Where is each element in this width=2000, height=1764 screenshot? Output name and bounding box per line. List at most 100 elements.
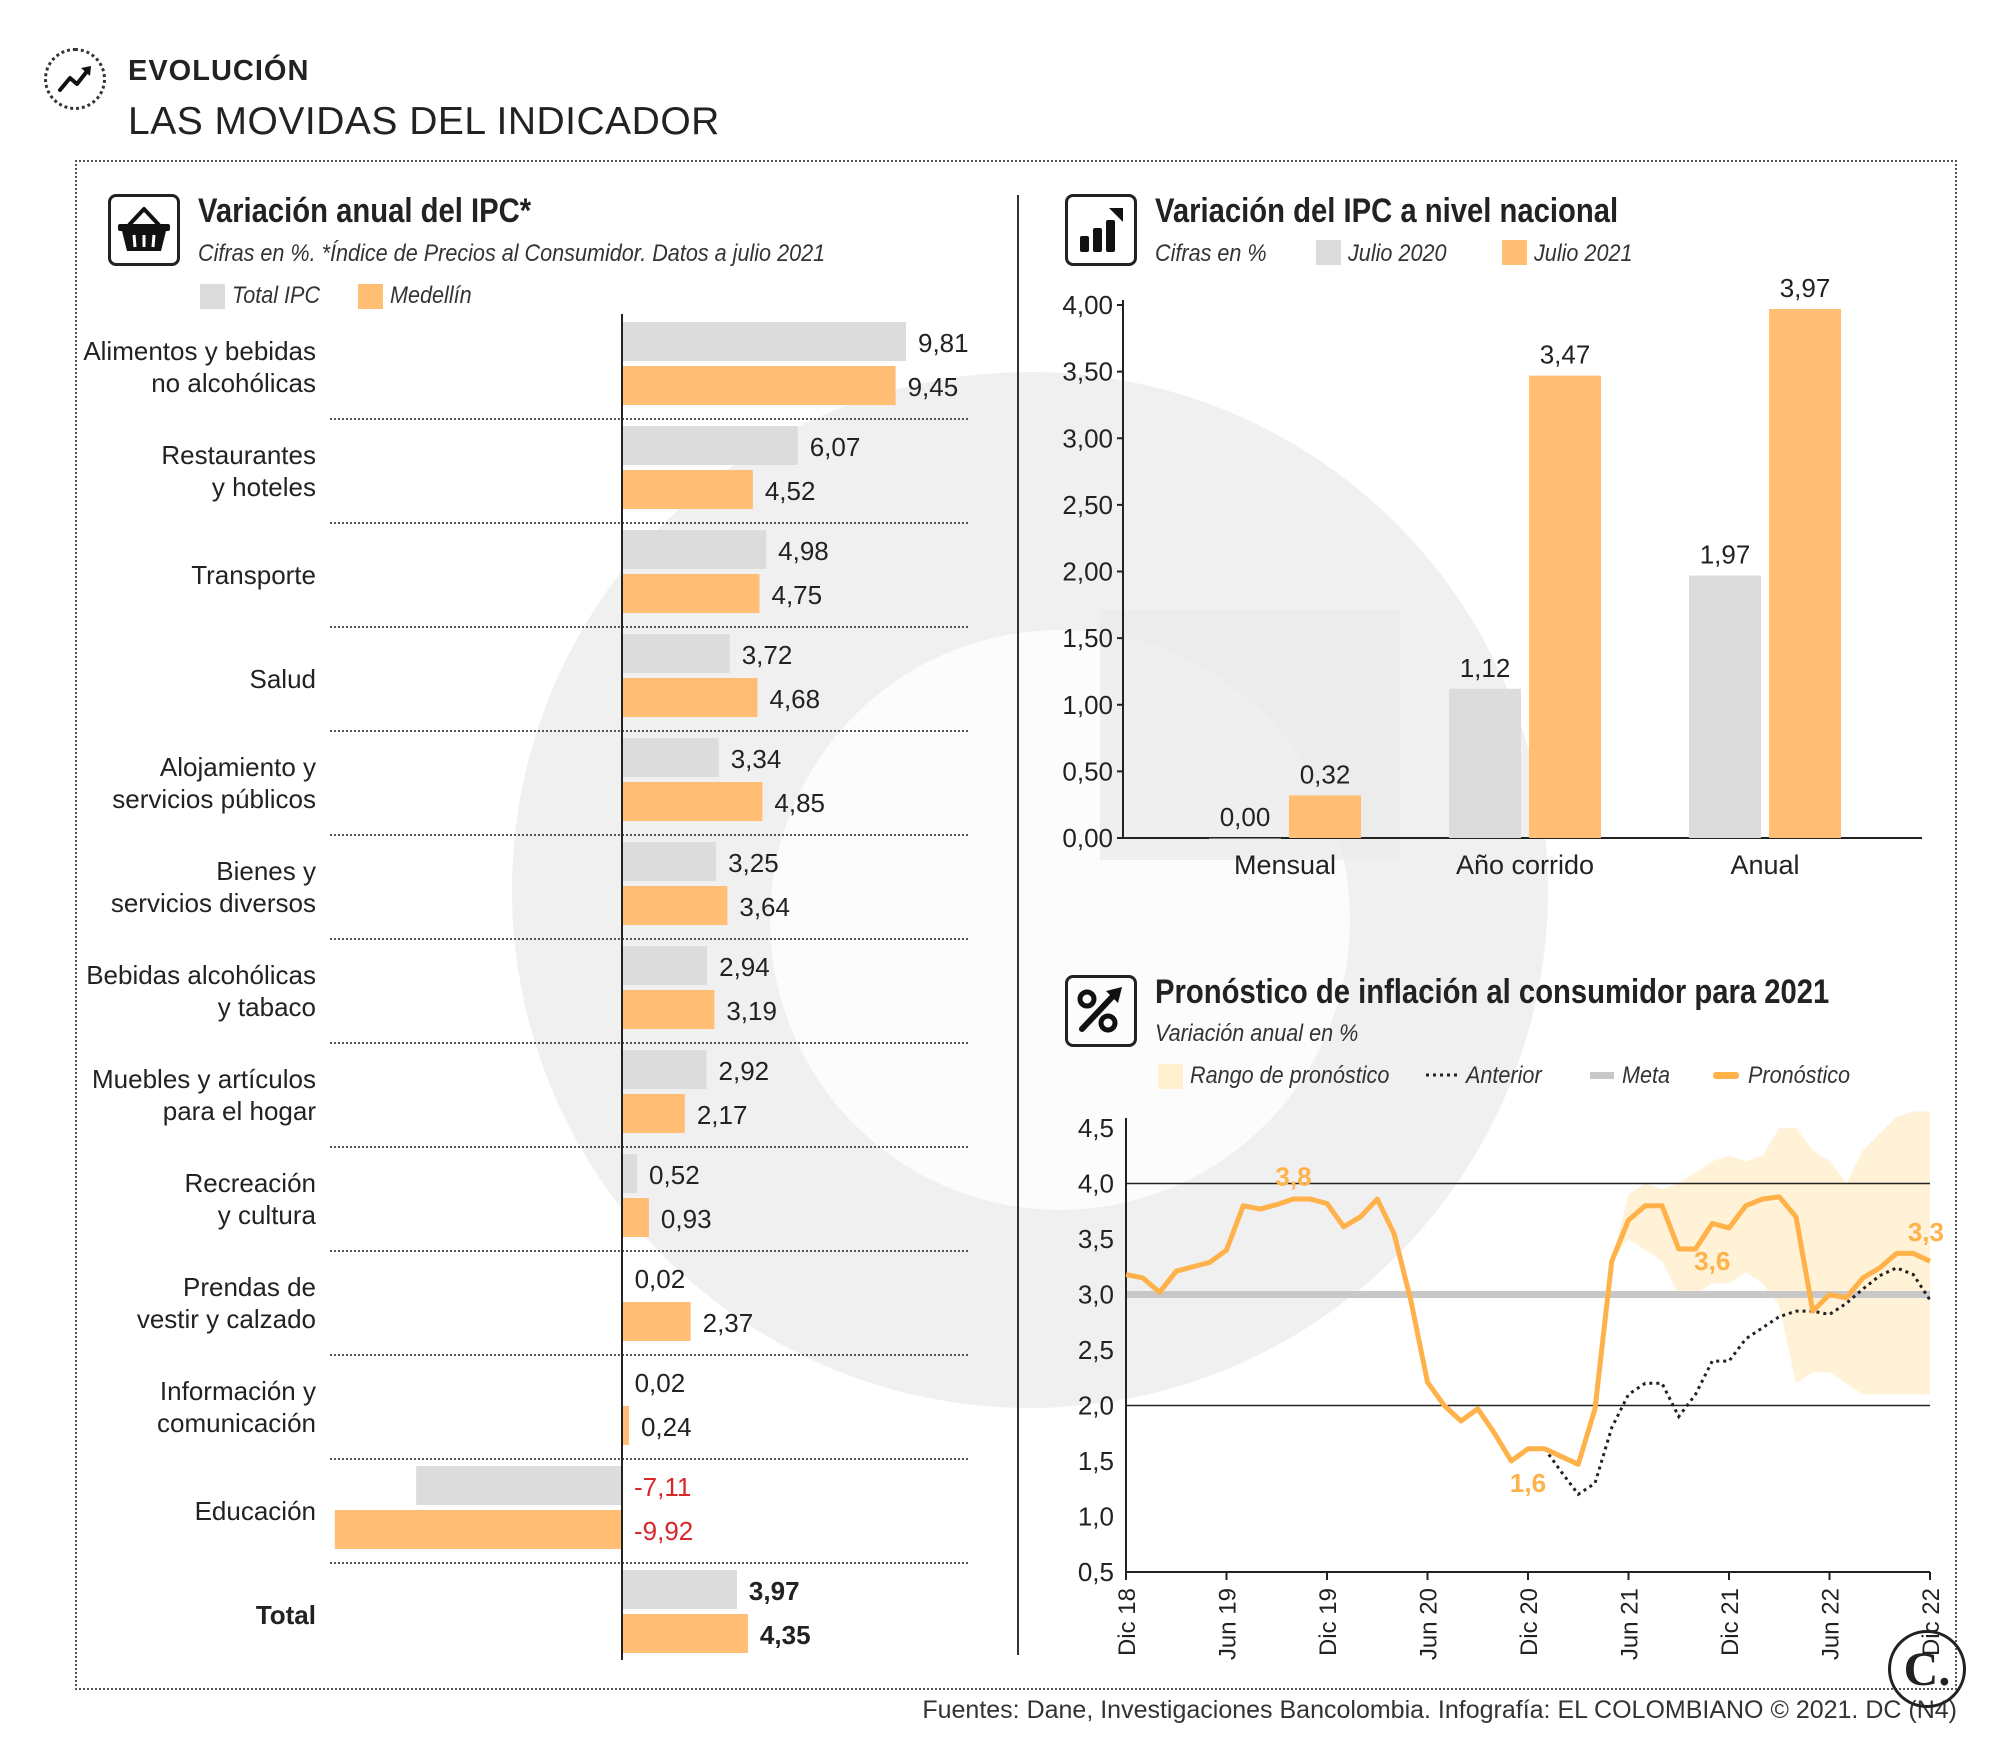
legend-label-rango: Rango de pronóstico bbox=[1190, 1062, 1390, 1089]
legend-label-julio-2020: Julio 2020 bbox=[1348, 240, 1447, 267]
national-ipc-bar-chart: 0,00 0,50 1,00 1,50 2,00 2,50 3,00 3,50 4,00 0,00… bbox=[1062, 273, 1922, 880]
value-label-total-ipc: 2,92 bbox=[719, 1056, 770, 1086]
category-label: Total bbox=[256, 1600, 316, 1630]
value-label-total-ipc: 3,72 bbox=[742, 640, 793, 670]
value-label-medellin: 0,24 bbox=[641, 1412, 692, 1442]
legend-label-total-ipc: Total IPC bbox=[232, 282, 321, 309]
category-label: para el hogar bbox=[163, 1096, 317, 1126]
legend-swatch-anterior bbox=[1426, 1073, 1458, 1077]
bar-total-ipc bbox=[622, 1570, 737, 1609]
value-label-total-ipc: 6,07 bbox=[810, 432, 861, 462]
category-label: comunicación bbox=[157, 1408, 316, 1438]
x-tick-label: Dic 20 bbox=[1516, 1588, 1543, 1656]
bar-medellin bbox=[622, 1094, 685, 1133]
legend-swatch-julio-2021 bbox=[1502, 240, 1527, 265]
trend-arrow-icon bbox=[44, 48, 106, 110]
category-label: Alojamiento y bbox=[160, 752, 316, 782]
y-tick-label: 1,50 bbox=[1062, 623, 1113, 653]
value-label-total-ipc: 3,25 bbox=[728, 848, 779, 878]
basket-icon bbox=[108, 194, 180, 266]
x-tick-label: Dic 19 bbox=[1315, 1588, 1342, 1656]
legend-label-meta: Meta bbox=[1622, 1062, 1671, 1089]
legend-swatch-meta bbox=[1590, 1072, 1614, 1079]
bar-total-ipc bbox=[622, 842, 717, 881]
value-label-total-ipc: 3,97 bbox=[749, 1576, 800, 1606]
value-label: 1,97 bbox=[1700, 539, 1751, 569]
bar-total-ipc bbox=[622, 426, 798, 465]
bar-medellin bbox=[622, 990, 715, 1029]
bar-medellin bbox=[622, 678, 758, 717]
bar-total-ipc bbox=[622, 1154, 638, 1193]
panel2-subtitle: Cifras en % bbox=[1155, 240, 1267, 267]
bar-julio-2021 bbox=[1529, 375, 1601, 838]
x-tick-label: Jun 22 bbox=[1818, 1588, 1845, 1660]
panel3-subtitle: Variación anual en % bbox=[1155, 1020, 1359, 1047]
y-tick-label: 1,5 bbox=[1078, 1446, 1114, 1476]
value-label-medellin: 4,85 bbox=[774, 788, 825, 818]
headline: LAS MOVIDAS DEL INDICADOR bbox=[128, 100, 720, 143]
percent-arrow-icon bbox=[1065, 975, 1137, 1047]
bar-medellin bbox=[622, 782, 763, 821]
legend-swatch-total-ipc bbox=[200, 284, 225, 309]
bar-medellin bbox=[622, 1198, 649, 1237]
bar-medellin bbox=[334, 1510, 622, 1549]
infographic-frame bbox=[75, 160, 1957, 1690]
legend-swatch-rango bbox=[1158, 1064, 1183, 1089]
value-label-total-ipc: 9,81 bbox=[918, 328, 969, 358]
y-tick-label: 2,0 bbox=[1078, 1391, 1114, 1421]
annotation-label: 1,6 bbox=[1510, 1468, 1546, 1498]
category-label: servicios públicos bbox=[112, 784, 316, 814]
value-label-medellin: -9,92 bbox=[634, 1516, 693, 1546]
bar-medellin bbox=[622, 366, 896, 405]
category-label: Información y bbox=[160, 1376, 316, 1406]
value-label: 0,32 bbox=[1300, 759, 1351, 789]
bar-chart-icon bbox=[1065, 194, 1137, 266]
bar-medellin bbox=[622, 470, 753, 509]
pronostico-series-line bbox=[1125, 1194, 1932, 1467]
value-label-medellin: 0,93 bbox=[661, 1204, 712, 1234]
bar-total-ipc bbox=[622, 322, 906, 361]
bar-julio-2020 bbox=[1689, 575, 1761, 838]
legend-label-pronostico: Pronóstico bbox=[1748, 1062, 1851, 1089]
category-label: Muebles y artículos bbox=[92, 1064, 316, 1094]
bar-total-ipc bbox=[622, 634, 730, 673]
y-tick-label: 2,50 bbox=[1062, 490, 1113, 520]
x-category-label: Anual bbox=[1730, 850, 1799, 880]
y-tick-label: 0,5 bbox=[1078, 1557, 1114, 1587]
bar-julio-2021 bbox=[1769, 308, 1841, 838]
bar-medellin bbox=[622, 886, 728, 925]
y-tick-label: 3,0 bbox=[1078, 1280, 1114, 1310]
category-label: y tabaco bbox=[218, 992, 316, 1022]
category-label: y cultura bbox=[218, 1200, 317, 1230]
y-tick-label: 1,0 bbox=[1078, 1502, 1114, 1532]
y-tick-label: 3,50 bbox=[1062, 357, 1113, 387]
y-tick-label: 2,00 bbox=[1062, 557, 1113, 587]
value-label-total-ipc: 0,52 bbox=[649, 1160, 700, 1190]
value-label-medellin: 2,37 bbox=[703, 1308, 754, 1338]
y-tick-label: 1,00 bbox=[1062, 690, 1113, 720]
panel1-title: Variación anual del IPC* bbox=[198, 192, 532, 230]
y-tick-label: 4,5 bbox=[1078, 1113, 1114, 1143]
category-label: servicios diversos bbox=[111, 888, 316, 918]
value-label: 3,47 bbox=[1540, 340, 1591, 370]
bar-julio-2021 bbox=[1289, 795, 1361, 838]
bar-medellin bbox=[622, 1406, 629, 1445]
annotation-label: 3,6 bbox=[1694, 1246, 1730, 1276]
value-label-medellin: 3,64 bbox=[739, 892, 790, 922]
value-label-medellin: 3,19 bbox=[726, 996, 777, 1026]
value-label: 3,97 bbox=[1780, 273, 1831, 303]
y-tick-label: 4,0 bbox=[1078, 1169, 1114, 1199]
value-label-medellin: 4,52 bbox=[765, 476, 816, 506]
bar-medellin bbox=[622, 1302, 691, 1341]
category-label: Transporte bbox=[191, 560, 316, 590]
y-tick-label: 0,00 bbox=[1062, 823, 1113, 853]
bar-julio-2020 bbox=[1449, 688, 1521, 838]
y-tick-label: 2,5 bbox=[1078, 1335, 1114, 1365]
panel2-title: Variación del IPC a nivel nacional bbox=[1155, 192, 1619, 230]
annotation-label: 3,8 bbox=[1275, 1162, 1311, 1192]
bar-total-ipc bbox=[622, 1050, 707, 1089]
panel-divider bbox=[1017, 195, 1019, 1655]
y-tick-label: 3,5 bbox=[1078, 1224, 1114, 1254]
category-label: y hoteles bbox=[212, 472, 316, 502]
